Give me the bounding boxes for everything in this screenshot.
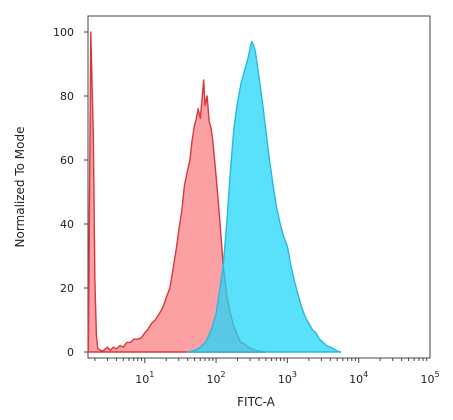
x-tick-label: 102 (207, 370, 226, 386)
y-tick-label: 100 (53, 26, 74, 39)
histogram-area-2 (186, 40, 342, 353)
y-tick-label: 40 (60, 218, 74, 231)
y-tick-label: 20 (60, 282, 74, 295)
series-layer (87, 31, 342, 353)
y-tick-label: 60 (60, 154, 74, 167)
x-axis-title: FITC-A (237, 395, 276, 409)
x-tick-label: 103 (278, 370, 297, 386)
x-tick-label: 104 (349, 370, 368, 386)
x-axis: 101 102 103 104 105 (94, 358, 440, 386)
x-tick-label: 101 (135, 370, 154, 386)
y-tick-label: 0 (67, 346, 74, 359)
y-axis-title: Normalized To Mode (13, 126, 27, 247)
y-axis: 0 20 40 60 80 100 (53, 26, 88, 359)
y-tick-label: 80 (60, 90, 74, 103)
x-tick-label: 105 (420, 370, 439, 386)
